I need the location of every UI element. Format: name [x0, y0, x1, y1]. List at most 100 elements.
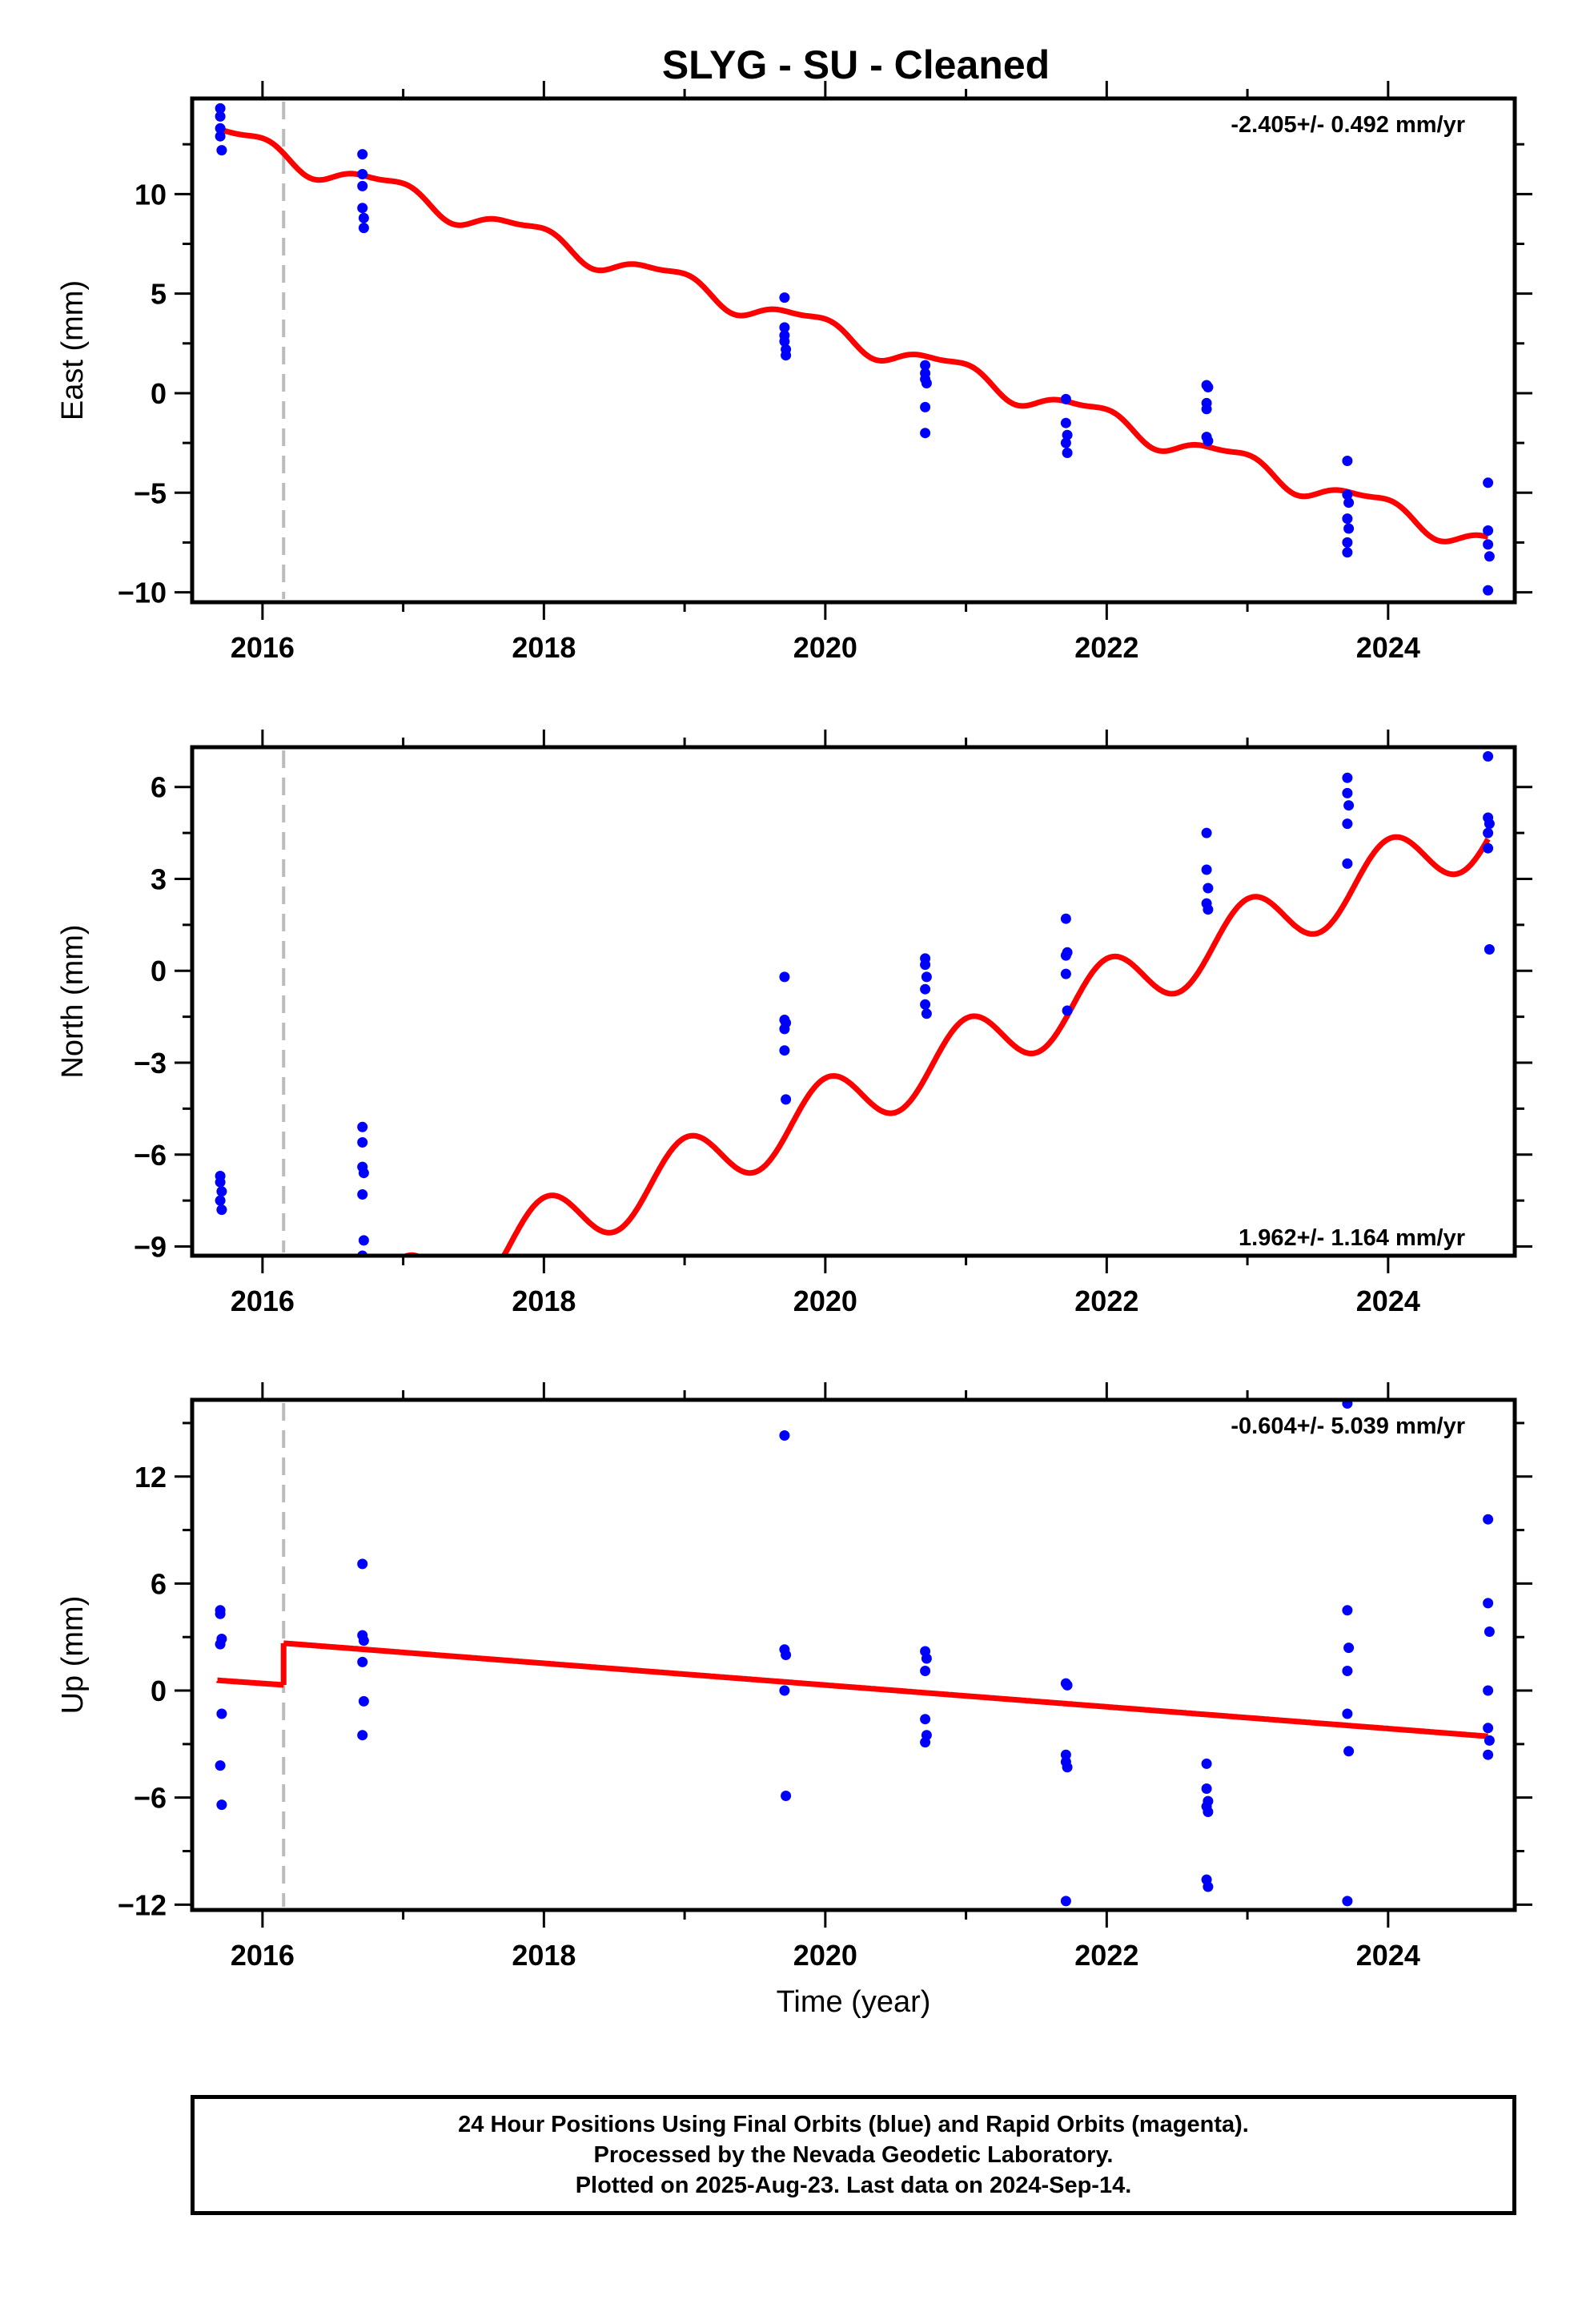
- data-point-up-43: [1342, 1896, 1353, 1907]
- rate-label-east: -2.405+/- 0.492 mm/yr: [1231, 112, 1465, 138]
- data-point-up-5: [215, 1760, 226, 1771]
- footer-line-2: Processed by the Nevada Geodetic Laborat…: [593, 2142, 1114, 2168]
- x-tick-label-up-2016: 2016: [231, 1939, 295, 1972]
- y-tick-label-up-0: 0: [151, 1675, 167, 1707]
- y-tick-label-east--5: −5: [134, 476, 167, 509]
- x-tick-label-up-2024: 2024: [1356, 1939, 1420, 1972]
- data-point-up-10: [357, 1656, 368, 1667]
- x-tick-label-north-2018: 2018: [512, 1285, 576, 1317]
- data-point-up-34: [1203, 1807, 1214, 1817]
- data-point-up-28: [1062, 1762, 1073, 1773]
- data-point-east-9: [358, 212, 369, 223]
- data-point-north-36: [1343, 800, 1355, 811]
- data-point-east-39: [1342, 537, 1353, 548]
- data-point-north-5: [357, 1121, 368, 1132]
- data-point-east-7: [357, 180, 368, 191]
- data-point-north-41: [1484, 818, 1495, 830]
- data-point-up-7: [357, 1558, 368, 1570]
- x-tick-label-up-2022: 2022: [1074, 1939, 1138, 1972]
- x-tick-label-east-2016: 2016: [231, 631, 295, 664]
- x-tick-label-north-2020: 2020: [793, 1285, 857, 1317]
- data-point-north-9: [357, 1189, 368, 1200]
- data-point-north-21: [920, 983, 931, 995]
- data-point-east-4: [216, 145, 227, 156]
- data-point-up-40: [1342, 1666, 1353, 1676]
- plot-frame-up: [190, 1397, 1517, 1912]
- data-point-east-22: [920, 428, 931, 439]
- footer-caption-box: 24 Hour Positions Using Final Orbits (bl…: [191, 2095, 1516, 2215]
- data-point-north-38: [1342, 858, 1353, 869]
- model-curve-up-segment-1: [282, 1640, 1490, 1739]
- y-tick-label-east-5: 5: [151, 278, 167, 311]
- y-tick-label-up-12: 12: [135, 1461, 167, 1494]
- data-point-east-34: [1342, 456, 1353, 466]
- data-point-north-39: [1483, 751, 1494, 762]
- y-tick-label-east-10: 10: [135, 178, 167, 211]
- data-point-up-42: [1343, 1746, 1355, 1757]
- data-point-east-17: [920, 360, 931, 371]
- y-axis-label-up: Up (mm): [56, 1596, 90, 1715]
- rate-label-up: -0.604+/- 5.039 mm/yr: [1231, 1413, 1465, 1439]
- data-point-east-33: [1203, 436, 1214, 447]
- data-point-north-22: [920, 999, 931, 1010]
- y-tick-label-north-0: 0: [151, 955, 167, 987]
- data-point-east-5: [357, 149, 368, 160]
- model-curve-north-segment-1: [400, 834, 1491, 1256]
- x-tick-label-north-2024: 2024: [1356, 1285, 1420, 1317]
- footer-line-3: Plotted on 2025-Aug-23. Last data on 202…: [575, 2173, 1132, 2198]
- y-tick-label-up-6: 6: [151, 1567, 167, 1600]
- data-point-north-31: [1203, 883, 1214, 894]
- data-point-east-26: [1060, 437, 1071, 448]
- data-point-up-21: [920, 1714, 931, 1725]
- data-point-north-4: [216, 1204, 227, 1216]
- chart-title: SLYG - SU - Cleaned: [662, 42, 1050, 87]
- data-point-east-35: [1342, 489, 1353, 501]
- data-point-east-12: [779, 322, 790, 333]
- panel-east: 2016 2018 2020 2022 2024 −10 −5 0 5 10 East (mm) -2…: [56, 81, 1532, 664]
- data-point-up-41: [1342, 1708, 1353, 1719]
- data-point-up-31: [1201, 1783, 1212, 1794]
- data-point-up-44: [1483, 1514, 1494, 1525]
- data-point-north-27: [1060, 968, 1071, 979]
- data-point-up-49: [1484, 1735, 1495, 1746]
- x-tick-label-north-2022: 2022: [1074, 1285, 1138, 1317]
- data-point-up-25: [1062, 1679, 1073, 1691]
- data-point-up-26: [1060, 1749, 1071, 1760]
- data-point-up-23: [920, 1737, 931, 1748]
- data-point-north-6: [357, 1137, 368, 1148]
- x-tick-label-east-2020: 2020: [793, 631, 857, 664]
- x-tick-label-up-2018: 2018: [512, 1939, 576, 1972]
- data-point-up-13: [779, 1430, 790, 1441]
- data-point-east-29: [1203, 382, 1214, 392]
- model-curve-east-segment-0: [215, 126, 1490, 545]
- data-point-east-6: [357, 169, 368, 179]
- data-point-up-19: [921, 1653, 932, 1664]
- x-tick-label-north-2016: 2016: [231, 1285, 295, 1317]
- data-point-east-16: [781, 350, 792, 361]
- data-point-up-3: [215, 1638, 226, 1650]
- data-point-east-3: [215, 131, 226, 142]
- data-point-north-26: [1060, 950, 1071, 961]
- data-point-up-15: [781, 1650, 792, 1660]
- data-point-up-45: [1483, 1598, 1494, 1609]
- plot-frame-east: [190, 96, 1517, 605]
- plot-frame-north: [190, 745, 1517, 1258]
- data-point-up-37: [1342, 1400, 1353, 1409]
- y-tick-label-east--10: −10: [118, 577, 167, 609]
- data-point-east-25: [1062, 429, 1073, 440]
- data-point-north-24: [1060, 913, 1071, 924]
- data-point-up-12: [357, 1730, 368, 1741]
- y-tick-label-up--12: −12: [118, 1888, 167, 1921]
- data-point-east-36: [1343, 497, 1355, 509]
- data-point-north-16: [779, 1045, 790, 1056]
- data-point-east-0: [215, 103, 226, 114]
- data-point-east-11: [779, 292, 790, 304]
- data-point-east-37: [1342, 513, 1353, 525]
- panel-north: 2016 2018 2020 2022 2024 −9 −6 −3 0 3 6 North (mm) 1…: [56, 730, 1532, 1317]
- x-axis-label: Time (year): [777, 1985, 931, 2019]
- data-point-up-16: [779, 1685, 790, 1696]
- data-point-up-6: [216, 1799, 227, 1811]
- data-point-north-29: [1201, 827, 1212, 838]
- rate-label-north: 1.962+/- 1.164 mm/yr: [1239, 1225, 1465, 1251]
- y-axis-label-north: North (mm): [56, 924, 90, 1078]
